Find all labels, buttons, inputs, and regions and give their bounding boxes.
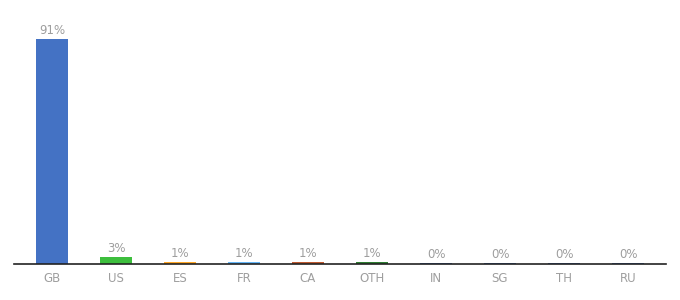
- Bar: [228, 262, 260, 264]
- Text: 0%: 0%: [427, 248, 445, 261]
- Bar: [164, 262, 196, 264]
- Bar: [484, 263, 516, 264]
- Text: 1%: 1%: [171, 247, 189, 260]
- Bar: [100, 256, 132, 264]
- Text: 3%: 3%: [107, 242, 125, 255]
- Text: 1%: 1%: [299, 247, 318, 260]
- Bar: [292, 262, 324, 264]
- Bar: [36, 39, 68, 264]
- Text: 91%: 91%: [39, 24, 65, 37]
- Bar: [420, 263, 452, 264]
- Text: 0%: 0%: [619, 248, 637, 261]
- Bar: [356, 262, 388, 264]
- Text: 0%: 0%: [491, 248, 509, 261]
- Text: 0%: 0%: [555, 248, 573, 261]
- Text: 1%: 1%: [362, 247, 381, 260]
- Bar: [548, 263, 580, 264]
- Text: 1%: 1%: [235, 247, 254, 260]
- Bar: [612, 263, 644, 264]
